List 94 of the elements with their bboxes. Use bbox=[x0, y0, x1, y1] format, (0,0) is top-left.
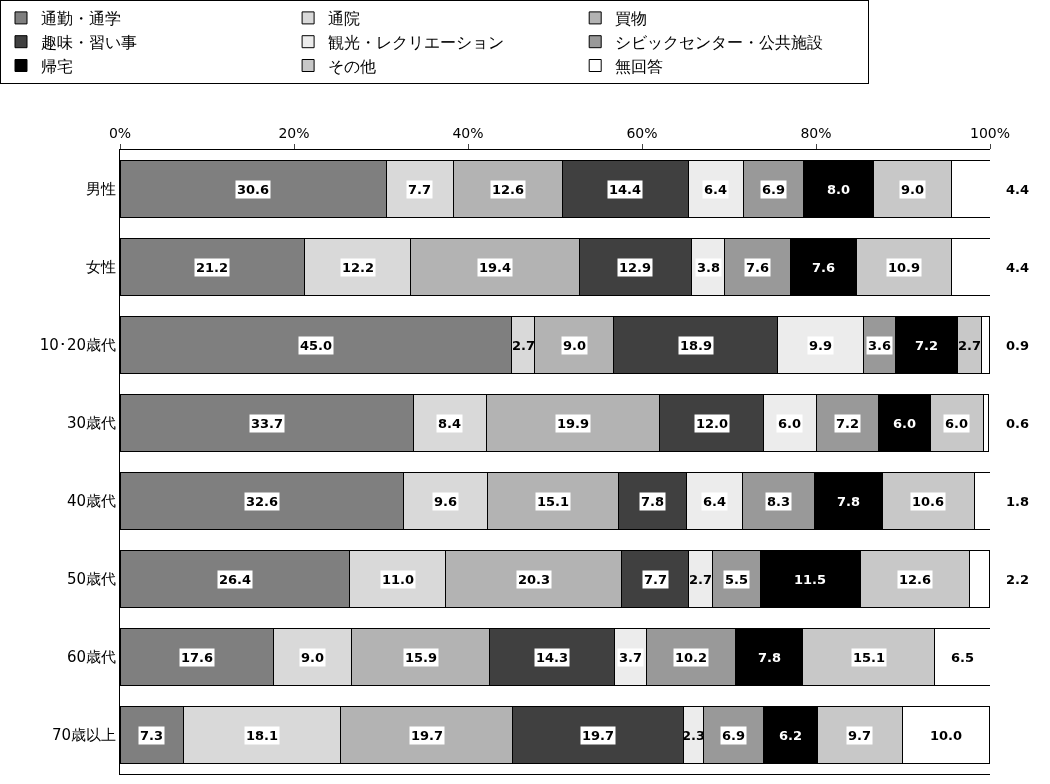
data-label: 20.3 bbox=[518, 572, 551, 587]
data-label: 6.0 bbox=[778, 416, 802, 431]
data-label: 6.4 bbox=[703, 494, 727, 509]
x-tick-label: 80% bbox=[800, 125, 832, 142]
legend-label: 観光・レクリエーション bbox=[328, 32, 505, 52]
data-label: 12.9 bbox=[619, 260, 652, 275]
data-label: 7.6 bbox=[812, 260, 836, 275]
data-label: 9.0 bbox=[901, 182, 925, 197]
data-label: 19.4 bbox=[479, 260, 512, 275]
data-label: 8.4 bbox=[438, 416, 462, 431]
data-label: 7.7 bbox=[408, 182, 432, 197]
data-label: 6.0 bbox=[945, 416, 969, 431]
data-label: 10.9 bbox=[888, 260, 921, 275]
y-tick-label: 男性 bbox=[86, 180, 116, 199]
data-label: 33.7 bbox=[251, 416, 284, 431]
data-label: 9.9 bbox=[809, 338, 833, 353]
data-label: 9.0 bbox=[301, 650, 325, 665]
data-label: 18.1 bbox=[246, 728, 279, 743]
legend-label: 買物 bbox=[615, 9, 648, 29]
data-label: 15.1 bbox=[537, 494, 570, 509]
data-label: 21.2 bbox=[196, 260, 229, 275]
data-label: 45.0 bbox=[300, 338, 333, 353]
legend-label: 帰宅 bbox=[41, 56, 73, 76]
data-label: 19.7 bbox=[582, 728, 615, 743]
x-tick-label: 100% bbox=[969, 125, 1011, 142]
data-label: 1.8 bbox=[1006, 494, 1030, 509]
x-tick-label: 60% bbox=[626, 125, 658, 142]
data-label: 3.8 bbox=[697, 260, 721, 275]
data-label: 3.6 bbox=[868, 338, 892, 353]
data-label: 15.1 bbox=[853, 650, 886, 665]
legend-label: その他 bbox=[328, 56, 377, 76]
y-tick-label: 40歳代 bbox=[66, 492, 116, 511]
data-label: 6.4 bbox=[704, 182, 728, 197]
data-label: 7.3 bbox=[140, 728, 164, 743]
data-label: 11.0 bbox=[382, 572, 415, 587]
data-label: 14.3 bbox=[536, 650, 569, 665]
data-label: 8.3 bbox=[767, 494, 791, 509]
legend-label: 通院 bbox=[328, 9, 361, 29]
legend-label: 通勤・通学 bbox=[41, 9, 121, 29]
data-label: 8.0 bbox=[827, 182, 851, 197]
data-label: 2.7 bbox=[512, 338, 536, 353]
data-label: 6.9 bbox=[762, 182, 786, 197]
data-label: 7.2 bbox=[915, 338, 939, 353]
data-label: 2.2 bbox=[1006, 572, 1030, 587]
data-label: 12.0 bbox=[696, 416, 729, 431]
data-label: 0.6 bbox=[1006, 416, 1030, 431]
data-label: 32.6 bbox=[246, 494, 279, 509]
y-tick-label: 10･20歳代 bbox=[39, 336, 116, 355]
data-label: 9.0 bbox=[563, 338, 587, 353]
data-label: 3.7 bbox=[619, 650, 643, 665]
data-label: 7.7 bbox=[644, 572, 668, 587]
y-tick-label: 70歳以上 bbox=[51, 726, 116, 745]
y-tick-label: 60歳代 bbox=[66, 648, 116, 667]
legend-label: 趣味・習い事 bbox=[41, 32, 137, 52]
data-label: 6.2 bbox=[779, 728, 803, 743]
data-label: 7.2 bbox=[836, 416, 860, 431]
y-tick-label: 女性 bbox=[86, 258, 116, 277]
data-label: 10.0 bbox=[930, 728, 963, 743]
data-label: 17.6 bbox=[181, 650, 214, 665]
data-label: 12.2 bbox=[342, 260, 375, 275]
x-tick-label: 40% bbox=[452, 125, 484, 142]
data-label: 9.7 bbox=[848, 728, 872, 743]
data-label: 14.4 bbox=[609, 182, 642, 197]
data-label: 10.6 bbox=[912, 494, 945, 509]
data-label: 7.8 bbox=[837, 494, 861, 509]
data-label: 12.6 bbox=[492, 182, 525, 197]
data-label: 2.7 bbox=[958, 338, 982, 353]
x-tick-label: 0% bbox=[108, 125, 132, 142]
data-label: 2.7 bbox=[689, 572, 713, 587]
data-label: 5.5 bbox=[725, 572, 749, 587]
data-label: 4.4 bbox=[1006, 182, 1030, 197]
data-label: 12.6 bbox=[899, 572, 932, 587]
data-label: 19.9 bbox=[557, 416, 590, 431]
data-label: 6.5 bbox=[951, 650, 975, 665]
data-label: 9.6 bbox=[434, 494, 458, 509]
data-label: 4.4 bbox=[1006, 260, 1030, 275]
y-tick-label: 50歳代 bbox=[66, 570, 116, 589]
legend-label: 無回答 bbox=[615, 56, 664, 76]
data-label: 6.0 bbox=[893, 416, 917, 431]
data-label: 15.9 bbox=[405, 650, 438, 665]
data-label: 30.6 bbox=[237, 182, 270, 197]
y-tick-label: 30歳代 bbox=[66, 414, 116, 433]
data-label: 7.8 bbox=[641, 494, 665, 509]
data-label: 18.9 bbox=[680, 338, 713, 353]
data-label: 10.2 bbox=[675, 650, 708, 665]
legend-label: シビックセンター・公共施設 bbox=[615, 32, 824, 52]
data-label: 0.9 bbox=[1006, 338, 1030, 353]
data-label: 26.4 bbox=[219, 572, 252, 587]
data-label: 11.5 bbox=[794, 572, 827, 587]
data-label: 6.9 bbox=[722, 728, 746, 743]
data-label: 7.6 bbox=[746, 260, 770, 275]
data-label: 7.8 bbox=[758, 650, 782, 665]
x-tick-label: 20% bbox=[278, 125, 310, 142]
data-label: 19.7 bbox=[411, 728, 444, 743]
